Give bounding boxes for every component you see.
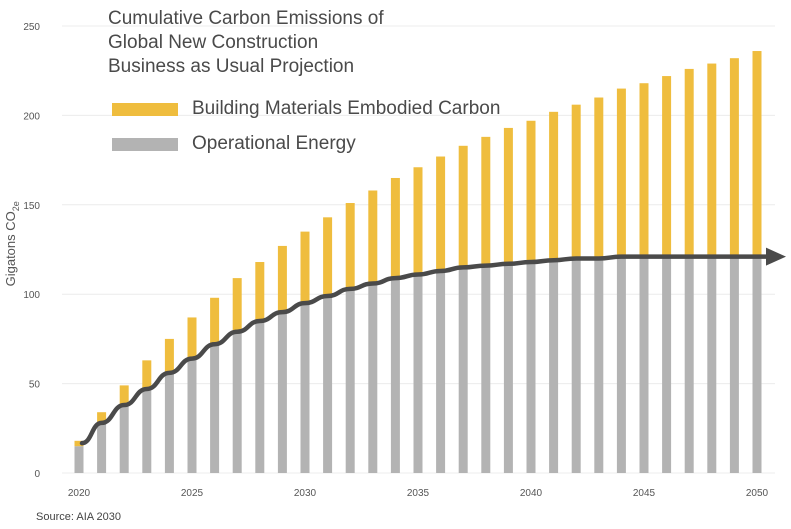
x-tick-label: 2030 <box>294 488 317 499</box>
bar-embodied-2034 <box>390 177 400 279</box>
bar-operational-2024 <box>164 372 174 473</box>
bar-embodied-2039 <box>503 127 513 264</box>
bar-embodied-2047 <box>684 68 694 257</box>
bar-operational-2022 <box>119 405 129 473</box>
y-axis-label: Gigatons CO2e <box>3 201 21 287</box>
bar-operational-2026 <box>210 344 220 473</box>
bar-embodied-2028 <box>255 262 265 322</box>
bar-embodied-2040 <box>526 120 536 263</box>
chart-title-line-1: Cumulative Carbon Emissions of <box>108 8 384 29</box>
bar-operational-2032 <box>345 288 355 473</box>
bar-embodied-2035 <box>413 167 423 275</box>
bar-embodied-2030 <box>300 231 310 304</box>
legend-item-operational: Operational Energy <box>112 131 356 157</box>
bar-operational-2029 <box>277 312 287 473</box>
bar-embodied-2033 <box>368 190 378 284</box>
bar-embodied-2031 <box>323 217 333 296</box>
bar-embodied-2042 <box>571 104 581 259</box>
bar-embodied-2044 <box>616 88 626 257</box>
legend-label-operational: Operational Energy <box>192 133 356 154</box>
chart-title-line-3: Business as Usual Projection <box>108 56 355 77</box>
bar-embodied-2050 <box>752 51 762 257</box>
bar-operational-2046 <box>662 256 672 473</box>
x-tick-label: 2040 <box>520 488 543 499</box>
bar-operational-2021 <box>97 422 107 473</box>
x-axis-ticks: 2020 2025 2030 2035 2040 2045 2050 <box>68 488 769 499</box>
bar-operational-2036 <box>436 270 446 473</box>
trend-line <box>79 247 786 446</box>
bar-operational-2033 <box>368 283 378 473</box>
bar-embodied-2032 <box>345 203 355 289</box>
bar-embodied-2025 <box>187 317 197 359</box>
y-axis-ticks: 0 50 100 150 200 250 <box>23 22 40 480</box>
bar-embodied-2049 <box>729 58 739 257</box>
bar-operational-2049 <box>729 256 739 473</box>
bar-operational-2043 <box>594 258 604 473</box>
trend-arrowhead <box>766 247 786 266</box>
bar-embodied-2027 <box>232 278 242 332</box>
bar-operational-2027 <box>232 331 242 473</box>
chart-title-line-2: Global New Construction <box>108 32 319 53</box>
bar-operational-2042 <box>571 258 581 473</box>
x-tick-label: 2045 <box>633 488 656 499</box>
bar-operational-2044 <box>616 256 626 473</box>
bar-operational-2020 <box>74 446 84 473</box>
x-tick-label: 2020 <box>68 488 91 499</box>
y-tick-label: 0 <box>34 469 40 480</box>
x-tick-label: 2035 <box>407 488 430 499</box>
bar-operational-2025 <box>187 358 197 473</box>
bar-operational-2041 <box>549 260 559 473</box>
bar-embodied-2029 <box>277 245 287 313</box>
bar-embodied-2048 <box>707 63 717 257</box>
legend-label-embodied: Building Materials Embodied Carbon <box>192 98 501 119</box>
bar-operational-2039 <box>503 263 513 473</box>
y-tick-label: 50 <box>29 380 41 391</box>
bar-embodied-2036 <box>436 156 446 271</box>
bar-embodied-2037 <box>458 145 468 268</box>
bar-embodied-2023 <box>142 360 152 389</box>
x-tick-label: 2050 <box>746 488 769 499</box>
bar-embodied-2043 <box>594 97 604 259</box>
bar-embodied-2046 <box>662 76 672 257</box>
bar-embodied-2021 <box>97 412 107 423</box>
y-tick-label: 200 <box>23 111 40 122</box>
y-tick-label: 250 <box>23 22 40 33</box>
legend-swatch-operational <box>112 137 178 151</box>
bar-operational-2038 <box>481 265 491 473</box>
bar-operational-2048 <box>707 256 717 473</box>
bar-embodied-2038 <box>481 136 491 266</box>
bar-operational-2028 <box>255 321 265 473</box>
trend-curve <box>79 254 775 446</box>
bar-embodied-2024 <box>164 338 174 373</box>
source-note: Source: AIA 2030 <box>36 511 122 523</box>
bar-operational-2031 <box>323 295 333 473</box>
bar-operational-2023 <box>142 388 152 473</box>
bar-operational-2034 <box>390 278 400 473</box>
bar-operational-2050 <box>752 256 762 473</box>
y-tick-label: 150 <box>23 201 40 212</box>
bar-operational-2037 <box>458 267 468 473</box>
legend-item-embodied: Building Materials Embodied Carbon <box>112 96 500 122</box>
bar-operational-2045 <box>639 256 649 473</box>
bar-embodied-2020 <box>74 440 84 447</box>
bar-operational-2040 <box>526 262 536 473</box>
x-tick-label: 2025 <box>181 488 204 499</box>
y-tick-label: 100 <box>23 290 40 301</box>
bar-operational-2030 <box>300 303 310 473</box>
bar-embodied-2026 <box>210 297 220 345</box>
bars <box>74 51 762 473</box>
bar-embodied-2045 <box>639 83 649 257</box>
bar-embodied-2041 <box>549 111 559 261</box>
bar-embodied-2022 <box>119 385 129 406</box>
legend-swatch-embodied <box>112 102 178 116</box>
bar-operational-2047 <box>684 256 694 473</box>
bar-operational-2035 <box>413 274 423 473</box>
